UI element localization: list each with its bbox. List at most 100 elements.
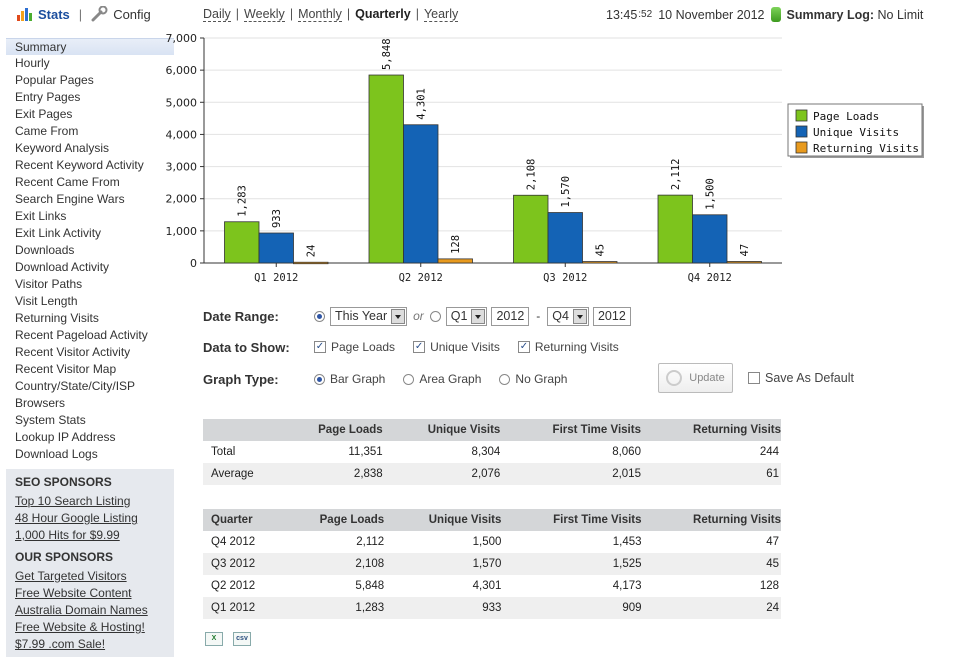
- data-label: 45: [595, 244, 607, 257]
- refresh-icon: [666, 370, 683, 386]
- y-tick-label: 4,000: [166, 128, 198, 141]
- from-quarter-select[interactable]: Q1: [445, 306, 488, 326]
- tab-weekly[interactable]: Weekly: [244, 7, 285, 22]
- bar-graph-radio[interactable]: [314, 373, 325, 385]
- table-row: Q2 2012 5,848 4,301 4,173 128: [203, 575, 781, 597]
- sidebar-item-hourly[interactable]: Hourly: [15, 56, 50, 70]
- sponsor-link[interactable]: Australia Domain Names: [15, 603, 148, 617]
- to-quarter-select[interactable]: Q4: [547, 306, 589, 326]
- sidebar-item-summary[interactable]: Summary: [6, 38, 174, 55]
- export-links: X csv: [205, 632, 251, 646]
- y-tick-label: 1,000: [166, 225, 198, 238]
- no-graph-radio[interactable]: [499, 373, 511, 385]
- returning-visits-checkbox[interactable]: ✓: [517, 341, 530, 353]
- sponsor-link[interactable]: Top 10 Search Listing: [15, 494, 131, 508]
- from-year-input[interactable]: 2012: [491, 306, 530, 326]
- table-cell: 244: [759, 446, 779, 458]
- sidebar-item-exit-link-activity[interactable]: Exit Link Activity: [15, 226, 102, 240]
- status-indicator-icon: [770, 7, 781, 22]
- legend-entry: Returning Visits: [813, 142, 919, 155]
- table-cell: Q4 2012: [211, 536, 256, 548]
- bar: [692, 214, 728, 264]
- to-quarter-value: Q4: [552, 309, 569, 323]
- preset-range-select[interactable]: This Year: [330, 306, 408, 326]
- sidebar-item-recent-visitor-activity[interactable]: Recent Visitor Activity: [15, 345, 131, 359]
- x-tick-label: Q1 2012: [254, 272, 298, 284]
- page-loads-checkbox[interactable]: ✓: [314, 341, 326, 353]
- sidebar-item-browsers[interactable]: Browsers: [15, 396, 66, 410]
- table-cell: Average: [203, 463, 277, 485]
- sidebar-item-recent-keyword-activity[interactable]: Recent Keyword Activity: [15, 158, 144, 172]
- sidebar-item-entry-pages[interactable]: Entry Pages: [15, 90, 81, 104]
- preset-range-radio[interactable]: [314, 310, 325, 322]
- sidebar-item-popular-pages[interactable]: Popular Pages: [15, 73, 94, 87]
- y-tick-label: 6,000: [166, 64, 198, 77]
- save-default-checkbox[interactable]: [748, 372, 760, 384]
- unique-visits-option-label: Unique Visits: [430, 340, 500, 354]
- table-cell: 4,301: [472, 580, 502, 592]
- unique-visits-checkbox[interactable]: ✓: [413, 341, 426, 353]
- to-year-input[interactable]: 2012: [592, 306, 631, 326]
- column-header: Page Loads: [278, 509, 385, 531]
- sidebar-item-recent-visitor-map[interactable]: Recent Visitor Map: [15, 362, 117, 376]
- sidebar-item-keyword-analysis[interactable]: Keyword Analysis: [15, 141, 110, 155]
- or-label: or: [413, 309, 424, 323]
- sponsor-link[interactable]: Get Targeted Visitors: [15, 569, 127, 583]
- legend-swatch: [795, 125, 808, 138]
- sidebar-item-search-engine-wars[interactable]: Search Engine Wars: [15, 192, 125, 206]
- tab-separator: |: [289, 7, 294, 21]
- sidebar-item-recent-came-from[interactable]: Recent Came From: [15, 175, 120, 189]
- bar: [293, 261, 329, 265]
- custom-range-radio[interactable]: [429, 310, 441, 322]
- sidebar-item-exit-links[interactable]: Exit Links: [15, 209, 67, 223]
- column-header: [203, 419, 277, 441]
- sidebar-item-system-stats[interactable]: System Stats: [15, 413, 86, 427]
- bar: [368, 74, 404, 264]
- stats-link[interactable]: Stats: [38, 6, 70, 22]
- sidebar-item-returning-visits[interactable]: Returning Visits: [15, 311, 99, 325]
- tab-daily[interactable]: Daily: [203, 7, 231, 22]
- sidebar-item-visitor-paths[interactable]: Visitor Paths: [15, 277, 83, 291]
- table-cell: 2,015: [500, 463, 641, 485]
- legend-box: [787, 103, 923, 157]
- sidebar-item-came-from[interactable]: Came From: [15, 124, 79, 138]
- sponsor-link[interactable]: 1,000 Hits for $9.99: [15, 528, 120, 542]
- sponsor-link[interactable]: Free Website & Hosting!: [15, 620, 145, 634]
- sponsor-link[interactable]: 48 Hour Google Listing: [15, 511, 138, 525]
- sidebar-nav: Summary Hourly Popular Pages Entry Pages Exi…: [6, 38, 174, 463]
- table-cell: 2,838: [276, 463, 383, 485]
- from-quarter-value: Q1: [450, 309, 468, 323]
- bar: [657, 194, 693, 264]
- sidebar-item-download-activity[interactable]: Download Activity: [15, 260, 110, 274]
- update-button[interactable]: Update: [658, 363, 733, 393]
- data-label: 933: [271, 209, 283, 228]
- tab-yearly[interactable]: Yearly: [423, 7, 459, 22]
- table-cell: 61: [640, 463, 781, 485]
- sidebar-item-recent-pageload-activity[interactable]: Recent Pageload Activity: [15, 328, 148, 342]
- sidebar-item-country-state-city-isp[interactable]: Country/State/City/ISP: [15, 379, 136, 393]
- area-graph-radio[interactable]: [403, 373, 415, 385]
- sidebar-item-download-logs[interactable]: Download Logs: [15, 447, 98, 461]
- tab-monthly[interactable]: Monthly: [298, 7, 342, 22]
- sidebar-item-visit-length[interactable]: Visit Length: [15, 294, 78, 308]
- summary-table: Page Loads Unique Visits First Time Visits…: [203, 419, 781, 485]
- chevron-down-icon: [572, 308, 587, 324]
- y-tick-label: 2,000: [166, 193, 198, 206]
- tab-quarterly[interactable]: Quarterly: [355, 7, 411, 21]
- excel-export-icon[interactable]: X: [205, 632, 223, 646]
- legend-swatch: [795, 141, 808, 154]
- sponsor-link[interactable]: Free Website Content: [15, 586, 132, 600]
- sponsor-link[interactable]: $7.99 .com Sale!: [15, 637, 106, 651]
- sidebar-item-downloads[interactable]: Downloads: [15, 243, 75, 257]
- brand-separator: |: [78, 6, 83, 22]
- table-cell: 1,525: [501, 553, 642, 575]
- x-tick-label: Q3 2012: [543, 272, 587, 284]
- sidebar-item-lookup-ip-address[interactable]: Lookup IP Address: [15, 430, 116, 444]
- csv-export-icon[interactable]: csv: [233, 632, 251, 646]
- table-cell: 1,570: [384, 553, 502, 575]
- data-label: 4,301: [416, 88, 428, 120]
- sidebar-item-exit-pages[interactable]: Exit Pages: [15, 107, 73, 121]
- config-link[interactable]: Config: [113, 6, 151, 22]
- save-default-option: Save As Default: [748, 371, 854, 385]
- table-cell: 2,108: [278, 553, 385, 575]
